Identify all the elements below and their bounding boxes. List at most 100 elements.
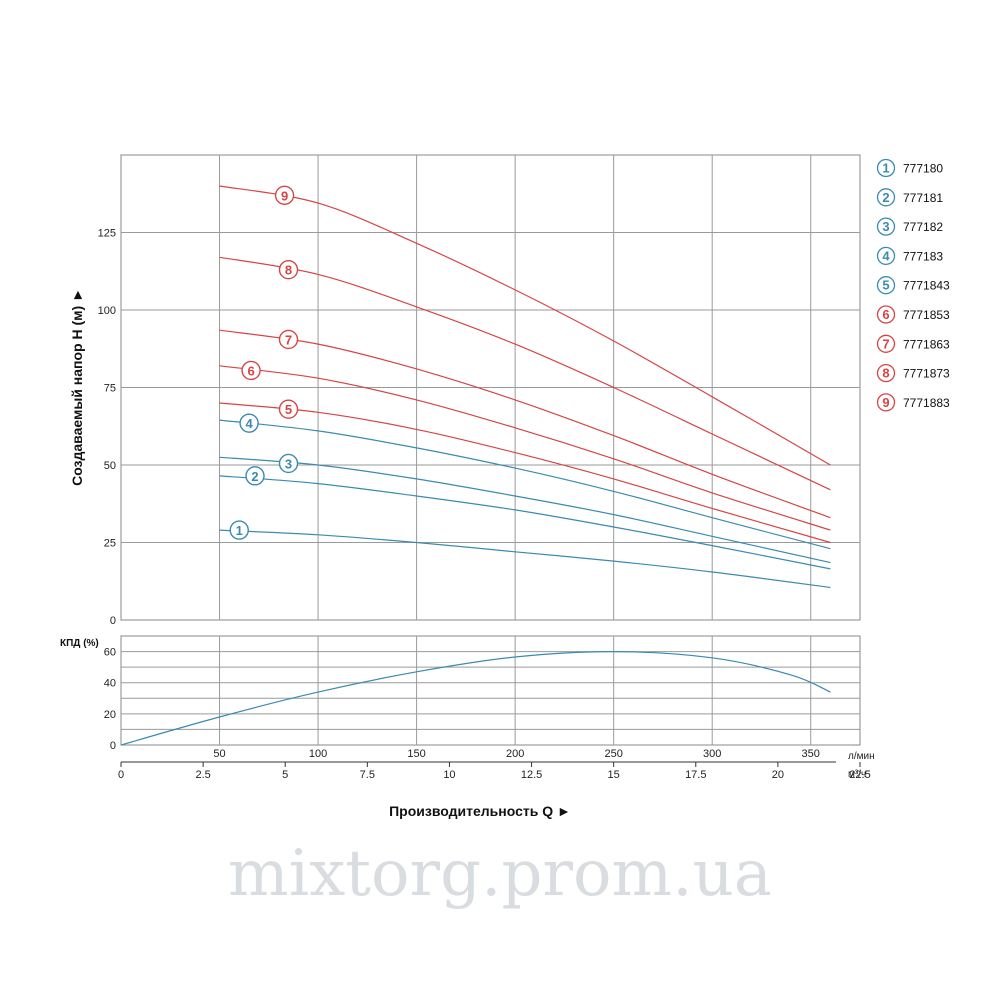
efficiency-plot: 0 20 40 60 [104, 635, 861, 752]
x-tick-label-m3h: 22.5 [849, 769, 870, 781]
curve-marker-circle [278, 399, 299, 419]
x-axis: л/мин м³/ч Производительность Q ► 50 100 1… [118, 748, 875, 819]
x-tick-label-lpm: 100 [309, 748, 327, 760]
legend-item-2: 2 777181 [876, 188, 943, 207]
head-curve-7 [219, 329, 831, 519]
curve-marker-circle [241, 360, 261, 381]
x-tick-label-m3h: 15 [608, 769, 620, 781]
legend-item-6: 6 7771853 [876, 305, 950, 324]
legend-item-7: 7 7771863 [876, 334, 950, 353]
curve-marker-3: 3 [278, 453, 299, 474]
x-tick-label-lpm: 350 [802, 748, 820, 760]
legend-marker-number: 7 [882, 336, 889, 351]
head-curve-8 [219, 256, 831, 491]
efficiency-y-tick-label: 0 [110, 740, 116, 752]
head-y-tick-label: 75 [104, 383, 116, 395]
head-curve-9 [219, 185, 831, 466]
legend-marker-number: 4 [882, 248, 890, 263]
legend-label: 7771863 [903, 337, 950, 351]
curve-marker-label: 8 [285, 263, 292, 278]
curve-marker-label: 2 [251, 469, 258, 484]
curve-marker-circle [278, 260, 299, 280]
curve-marker-label: 3 [285, 456, 292, 471]
legend-marker-circle [876, 305, 896, 324]
curve-marker-circle [274, 185, 295, 206]
x-tick-label-m3h: 5 [282, 769, 288, 781]
curve-marker-circle [278, 453, 299, 474]
x-tick-label-lpm: 300 [703, 748, 721, 760]
x-tick-label-lpm: 250 [604, 748, 622, 760]
head-y-tick-label: 50 [104, 460, 116, 472]
head-y-tick-label: 125 [98, 228, 116, 240]
curve-marker-label: 9 [281, 188, 288, 203]
curve-marker-circle [278, 329, 299, 350]
legend-marker-number: 9 [882, 395, 889, 410]
curve-marker-7: 7 [278, 329, 299, 350]
x-tick-label-m3h: 12.5 [521, 769, 542, 781]
legend-item-5: 5 7771843 [876, 276, 950, 295]
head-curve-6 [219, 365, 831, 531]
legend-marker-circle [876, 363, 896, 383]
legend-label: 7771873 [903, 367, 950, 381]
curve-marker-label: 1 [236, 523, 243, 538]
legend-label: 7771853 [903, 308, 950, 322]
efficiency-y-tick-label: 40 [104, 678, 116, 690]
curve-marker-8: 8 [278, 260, 299, 280]
x-tick-label-m3h: 7.5 [360, 769, 375, 781]
legend-marker-number: 8 [882, 366, 889, 381]
legend-marker-circle [876, 188, 896, 207]
legend-marker-number: 5 [882, 278, 889, 293]
efficiency-y-axis-title: КПД (%) [60, 638, 99, 649]
head-plot: 0 25 50 75 100 125 1 2 3 4 5 6 7 8 9 [98, 154, 861, 627]
x-tick-label-m3h: 20 [772, 769, 784, 781]
head-y-tick-label: 25 [104, 538, 116, 550]
x-tick-label-m3h: 0 [118, 769, 124, 781]
curve-marker-label: 4 [245, 416, 253, 431]
curve-marker-4: 4 [239, 413, 259, 433]
legend-label: 7771883 [903, 396, 950, 410]
legend-marker-circle [876, 334, 896, 353]
head-y-axis-title: Создаваемый напор Н (м) ► [69, 288, 85, 486]
legend-item-4: 4 777183 [876, 246, 943, 266]
lpm-unit-label: л/мин [848, 751, 875, 762]
head-y-tick-label: 0 [110, 615, 116, 627]
watermark: mixtorg.prom.ua [228, 837, 772, 911]
legend-marker-circle [876, 217, 896, 236]
head-curve-1 [219, 529, 831, 589]
x-tick-label-m3h: 10 [443, 769, 455, 781]
curve-marker-1: 1 [229, 520, 249, 540]
legend-label: 777180 [903, 162, 943, 176]
legend-marker-circle [876, 393, 896, 412]
curve-marker-2: 2 [245, 466, 265, 486]
curve-marker-circle [239, 413, 259, 433]
head-curve-2 [219, 475, 831, 570]
legend-item-9: 9 7771883 [876, 393, 950, 412]
head-y-tick-label: 100 [98, 305, 116, 317]
legend-marker-number: 6 [882, 307, 889, 322]
legend-marker-circle [876, 158, 896, 178]
legend-item-3: 3 777182 [876, 217, 943, 236]
x-tick-label-lpm: 50 [213, 748, 225, 760]
head-curve-4 [219, 419, 831, 550]
curve-marker-circle [229, 520, 249, 540]
legend-marker-circle [876, 276, 896, 295]
legend-marker-number: 2 [882, 190, 889, 205]
efficiency-curve [120, 650, 831, 746]
efficiency-y-tick-label: 20 [104, 709, 116, 721]
curve-marker-9: 9 [274, 185, 295, 206]
x-tick-label-lpm: 200 [506, 748, 524, 760]
x-tick-label-m3h: 2.5 [195, 769, 210, 781]
head-curve-3 [219, 456, 831, 564]
head-curve-5 [219, 402, 831, 544]
legend-label: 777181 [903, 191, 943, 205]
legend-label: 7771843 [903, 279, 950, 293]
curve-marker-label: 5 [285, 402, 292, 417]
legend-label: 777182 [903, 220, 943, 234]
efficiency-plot-frame [120, 635, 861, 746]
x-axis-title: Производительность Q ► [389, 803, 571, 819]
efficiency-y-tick-label: 60 [104, 647, 116, 659]
legend-label: 777183 [903, 249, 943, 263]
legend-marker-number: 3 [882, 219, 889, 234]
curve-marker-circle [245, 466, 265, 486]
